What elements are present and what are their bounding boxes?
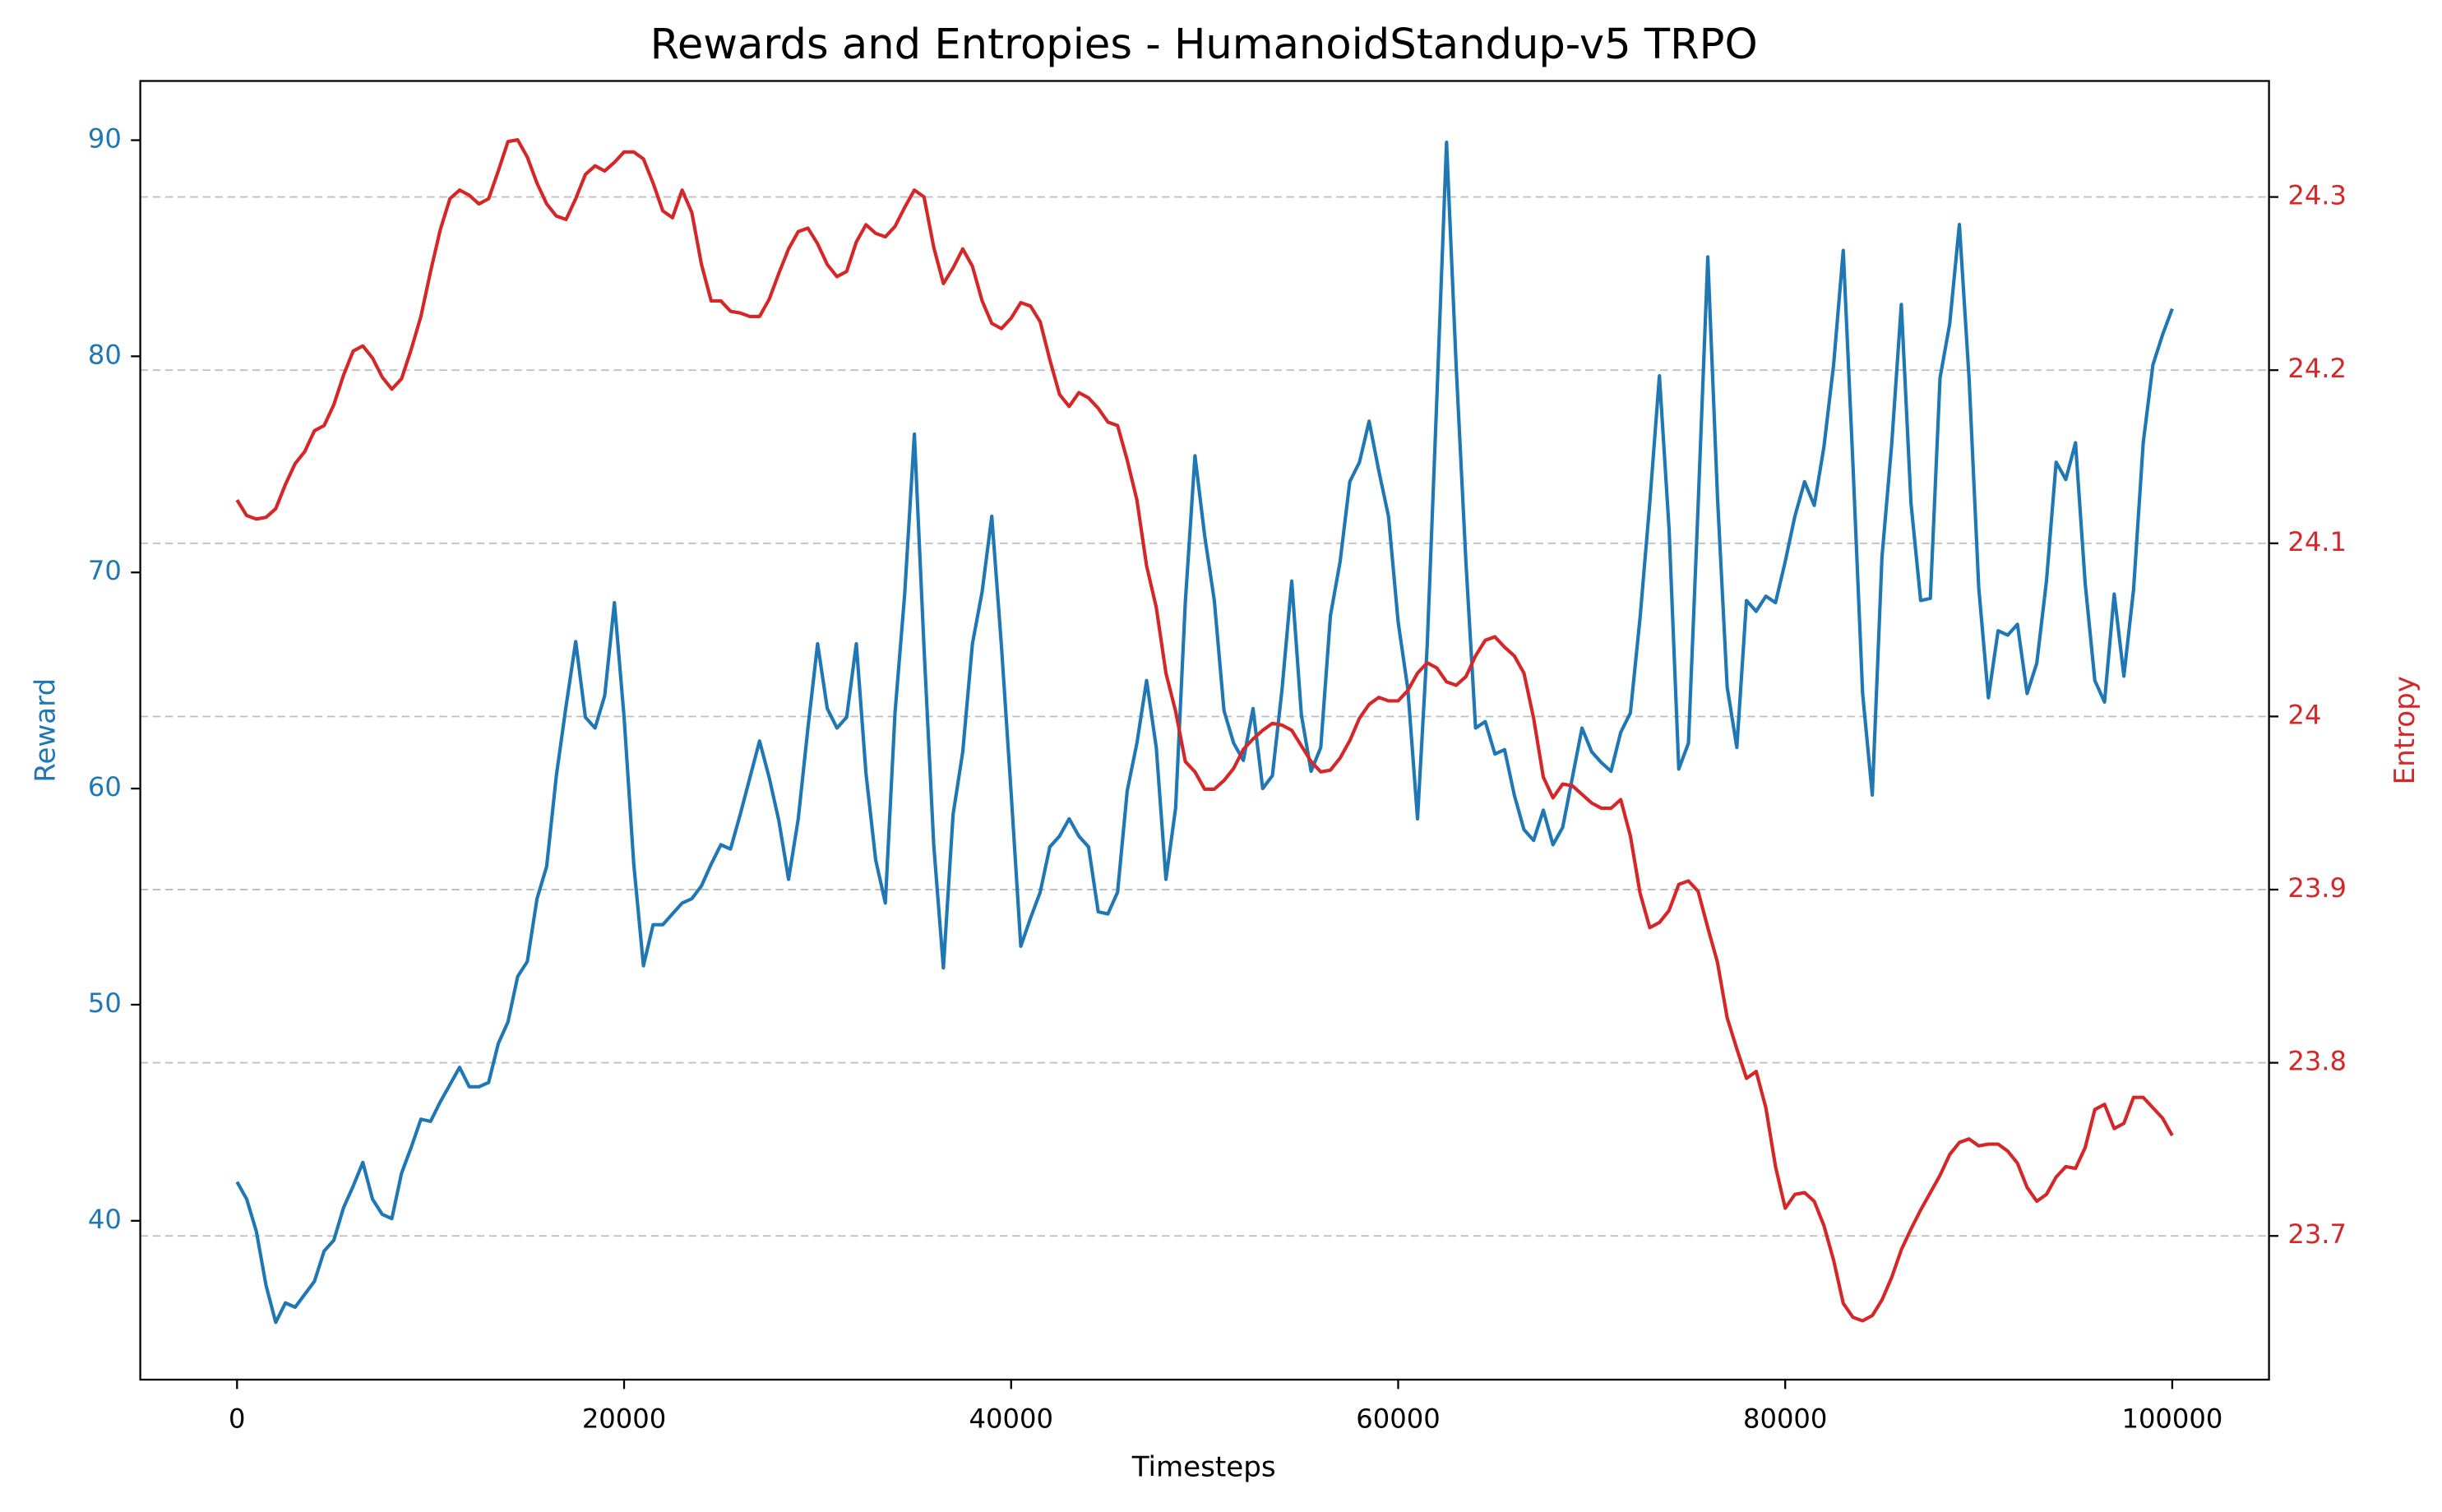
y-tick-label: 50 [88, 987, 122, 1019]
plot-frame [139, 80, 2270, 1381]
y2-tick-label: 23.7 [2287, 1218, 2347, 1250]
y2-tick-label: 23.9 [2287, 872, 2347, 904]
y2-axis-label: Entropy [2389, 676, 2421, 784]
chart-title: Rewards and Entropies - HumanoidStandup-… [650, 21, 1758, 69]
x-axis-label: Timesteps [1131, 1450, 1276, 1483]
y-tick-label: 40 [88, 1204, 122, 1235]
y-axis-label: Reward [29, 678, 62, 783]
y2-tick-label: 24.2 [2287, 353, 2347, 384]
y2-tick-label: 24.1 [2287, 526, 2347, 557]
x-tick-label: 60000 [1356, 1403, 1440, 1434]
y2-tick-label: 24 [2287, 699, 2321, 730]
series-line [235, 138, 2174, 1323]
x-tick-label: 0 [229, 1403, 245, 1434]
series-line [235, 141, 2174, 1325]
x-tick-label: 80000 [1743, 1403, 1827, 1434]
y-tick-label: 90 [88, 123, 122, 155]
y-tick-label: 70 [88, 555, 122, 586]
y2-tick-label: 23.8 [2287, 1046, 2347, 1077]
x-tick-label: 100000 [2121, 1403, 2222, 1434]
x-tick-label: 40000 [969, 1403, 1053, 1434]
y2-tick-label: 24.3 [2287, 180, 2347, 211]
y-tick-label: 80 [88, 339, 122, 370]
y-tick-label: 60 [88, 771, 122, 802]
x-tick-label: 20000 [582, 1403, 666, 1434]
